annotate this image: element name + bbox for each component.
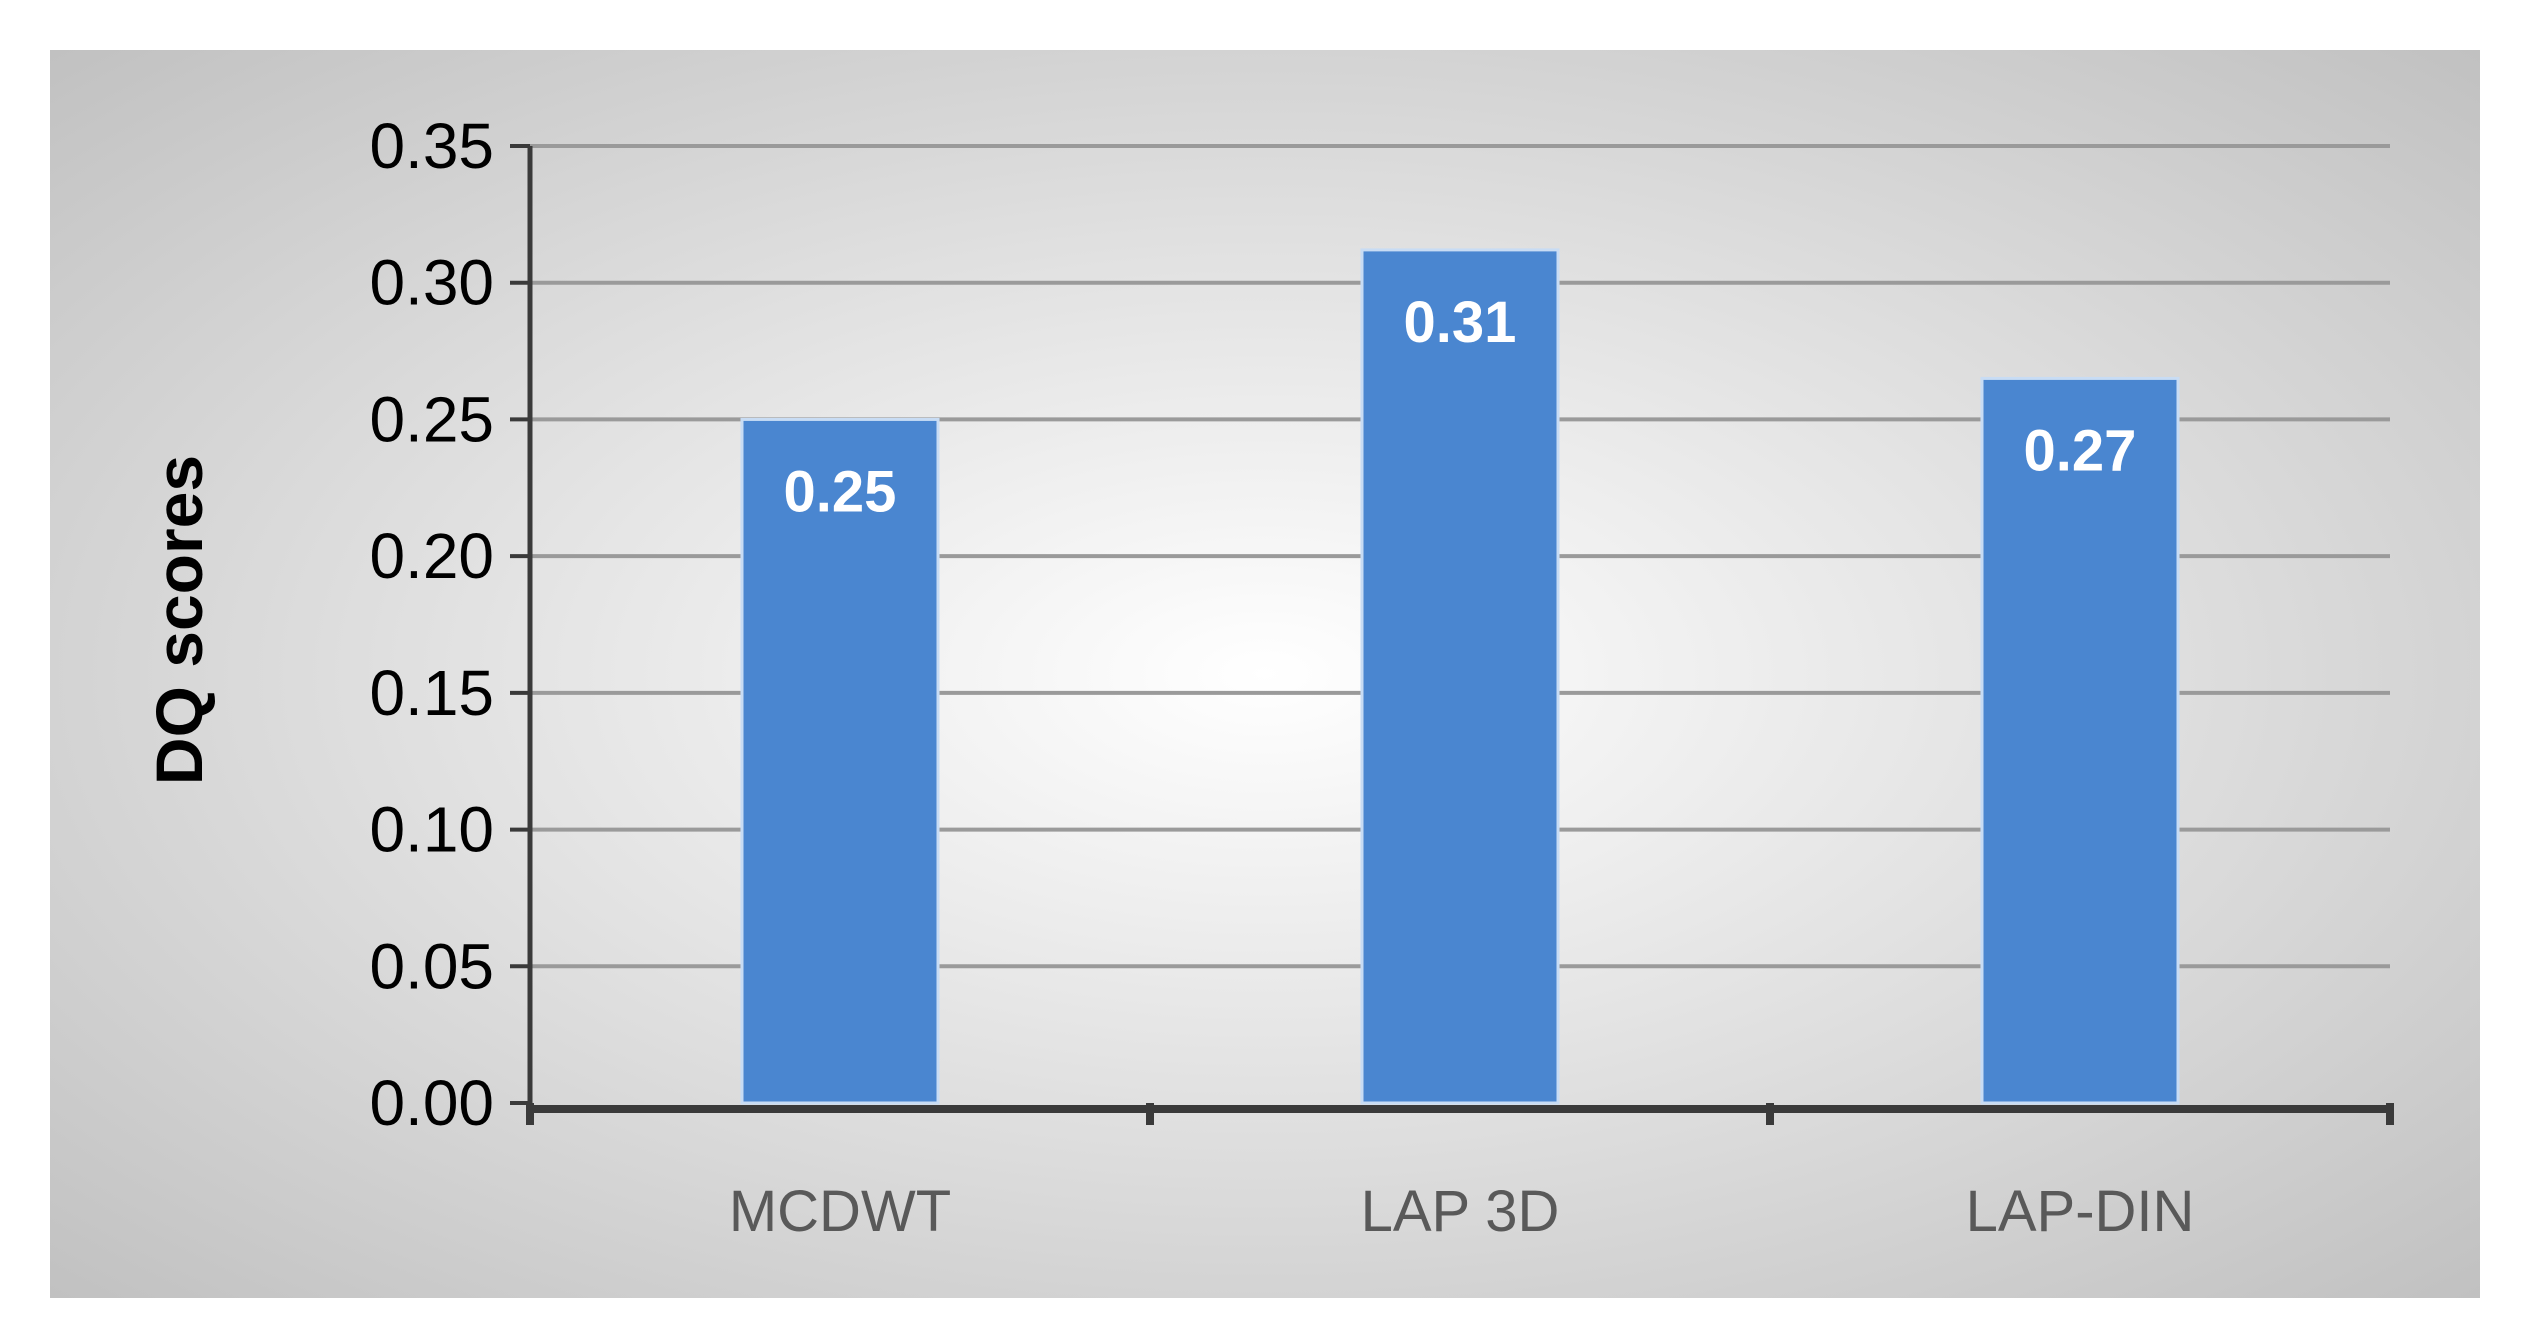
y-axis-title: DQ scores — [142, 455, 216, 785]
y-tick-label: 0.05 — [369, 930, 494, 1002]
data-label: 0.25 — [784, 459, 897, 524]
y-tick-label: 0.15 — [369, 657, 494, 729]
data-label: 0.31 — [1404, 290, 1517, 355]
y-tick-label: 0.00 — [369, 1067, 494, 1139]
y-tick-label: 0.30 — [369, 247, 494, 319]
bar-chart: 0.00 0.05 0.10 0.15 0.20 0.25 0.30 0.35 0.25 MCDW… — [50, 50, 2480, 1298]
chart-frame: 0.00 0.05 0.10 0.15 0.20 0.25 0.30 0.35 0.25 MCDW… — [50, 50, 2480, 1298]
x-tick-label: MCDWT — [729, 1179, 951, 1244]
bar — [740, 417, 940, 1105]
labels: 0.00 0.05 0.10 0.15 0.20 0.25 0.30 0.35 0.25 MCDW… — [369, 110, 2194, 1244]
bar — [1980, 376, 2180, 1105]
x-tick-label: LAP 3D — [1361, 1179, 1560, 1244]
y-tick-label: 0.10 — [369, 794, 494, 866]
y-tick-label: 0.35 — [369, 110, 494, 182]
bar — [1360, 248, 1560, 1105]
y-tick-label: 0.20 — [369, 520, 494, 592]
bars — [740, 248, 2180, 1105]
x-tick-label: LAP-DIN — [1966, 1179, 2195, 1244]
data-label: 0.27 — [2024, 418, 2137, 483]
y-tick-label: 0.25 — [369, 383, 494, 455]
axes — [510, 144, 2394, 1125]
